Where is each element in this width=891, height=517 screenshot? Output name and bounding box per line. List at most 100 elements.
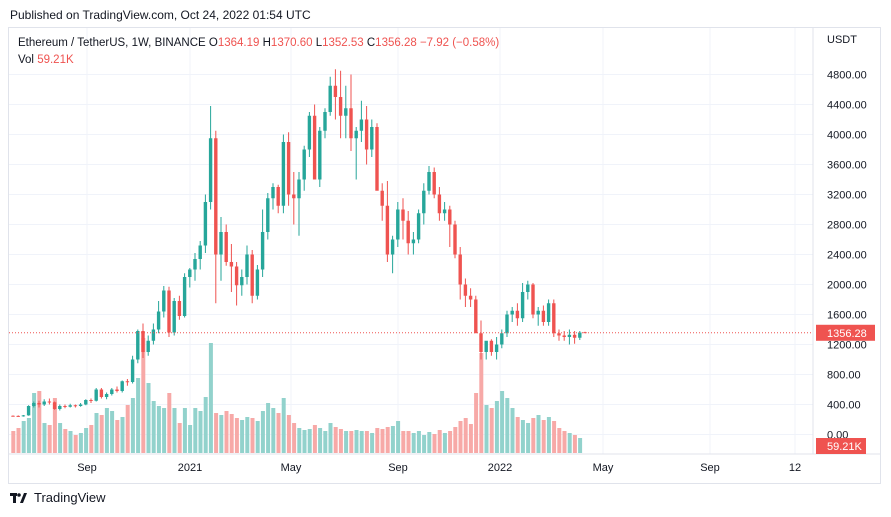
candle-body — [531, 284, 535, 315]
volume-bar — [63, 429, 68, 453]
legend-part: 1352.53 — [322, 37, 367, 49]
volume-bar — [47, 425, 52, 453]
candle-body — [276, 187, 280, 206]
volume-bar — [323, 431, 328, 453]
candle-body — [193, 259, 197, 270]
candle-body — [188, 269, 192, 277]
y-tick-label: 1200.00 — [827, 340, 867, 352]
candle-body — [78, 404, 83, 406]
candle-body — [141, 331, 145, 352]
volume-bar — [354, 430, 359, 453]
candle-body — [375, 127, 379, 191]
volume-bar — [58, 423, 63, 453]
volume-bar — [546, 417, 551, 453]
candle-body — [562, 335, 566, 337]
volume-bar — [260, 411, 265, 453]
last-volume-label: 59.21K — [827, 441, 863, 453]
volume-bar — [416, 431, 421, 453]
candle-body — [463, 284, 468, 296]
candle-body — [73, 405, 78, 407]
volume-bar — [364, 431, 369, 453]
candle-body — [260, 232, 265, 270]
volume-bar — [567, 433, 572, 453]
candle-body — [385, 205, 390, 255]
volume-bar — [396, 421, 401, 453]
volume-bar — [375, 428, 380, 453]
candle-body — [396, 209, 400, 240]
volume-bar — [510, 408, 515, 453]
candle-body — [214, 138, 218, 255]
candle-body — [312, 115, 317, 180]
candle-body — [68, 405, 72, 407]
volume-bar — [463, 418, 468, 453]
last-volume-tag — [816, 438, 866, 454]
legend-ohlc: Ethereum / TetherUS, 1W, BINANCE O1364.1… — [18, 37, 499, 49]
legend-part: 1370.60 — [271, 37, 316, 49]
candle-body — [500, 333, 504, 345]
candle-body — [479, 333, 483, 352]
tradingview-logo-icon — [10, 492, 28, 504]
candle-body — [16, 415, 20, 417]
x-tick-label: 2021 — [178, 462, 202, 474]
candle-body — [484, 340, 488, 352]
candle-body — [302, 149, 306, 180]
candle-body — [167, 290, 171, 333]
volume-bar — [380, 429, 385, 453]
candle-body — [505, 314, 509, 334]
volume-bar — [182, 408, 187, 453]
candle-body — [37, 403, 41, 405]
candle-body — [177, 301, 182, 316]
candle-body — [557, 333, 561, 336]
y-tick-label: 400.00 — [827, 400, 861, 412]
y-tick-label: 4800.00 — [827, 70, 867, 82]
y-tick-label: 3200.00 — [827, 190, 867, 202]
x-tick-label: 12 — [789, 462, 801, 474]
candle-body — [526, 284, 530, 292]
legend-part: O — [209, 37, 218, 49]
y-tick-label: 2000.00 — [827, 280, 867, 292]
legend-part: H — [263, 37, 271, 49]
candle-body — [224, 232, 228, 262]
volume-bar — [52, 398, 57, 453]
volume-bar — [26, 418, 31, 453]
candle-body — [297, 179, 301, 199]
candle-body — [104, 394, 109, 397]
volume-bar — [442, 433, 447, 453]
volume-bar — [448, 431, 453, 453]
candle-body — [541, 310, 546, 322]
candle-body — [515, 310, 520, 319]
legend-part: C — [367, 37, 375, 49]
footer: TradingView — [10, 490, 106, 505]
volume-bar — [385, 427, 390, 453]
candle-body — [333, 85, 338, 97]
volume-bar — [536, 415, 541, 453]
volume-bar — [292, 423, 297, 453]
volume-bar — [271, 408, 276, 453]
volume-bar — [151, 401, 156, 453]
candle-body — [245, 254, 249, 277]
legend-part: Vol — [18, 54, 37, 66]
volume-bar — [276, 413, 281, 453]
candle-body — [578, 332, 582, 338]
volume-bar — [250, 418, 255, 453]
volume-bar — [474, 393, 479, 453]
volume-bar — [188, 425, 193, 453]
volume-bar — [224, 411, 229, 453]
candle-body — [89, 400, 93, 401]
candle-body — [281, 142, 286, 206]
volume-bar — [500, 391, 505, 453]
volume-bar — [203, 397, 208, 453]
candle-body — [416, 213, 421, 240]
candle-body — [406, 220, 410, 244]
volume-bar — [21, 421, 26, 453]
candle-body — [427, 172, 431, 191]
published-caption: Published on TradingView.com, Oct 24, 20… — [10, 8, 311, 22]
candle-body — [125, 381, 130, 383]
y-tick-label: 4400.00 — [827, 100, 867, 112]
volume-bar — [338, 429, 343, 453]
candle-body — [130, 359, 135, 382]
x-tick-label: Sep — [77, 462, 97, 474]
candle-body — [344, 108, 348, 116]
volume-bar — [110, 411, 115, 453]
